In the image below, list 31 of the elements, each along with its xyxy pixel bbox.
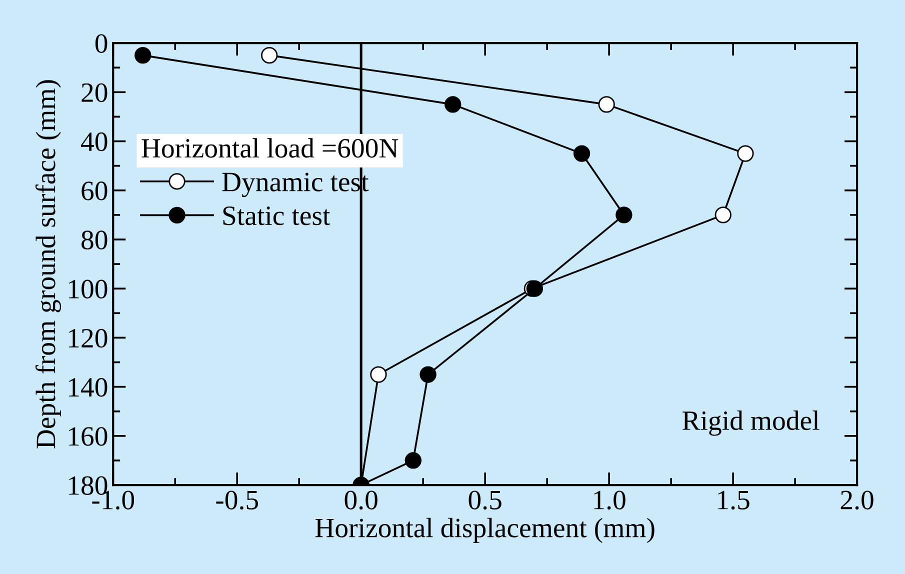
y-tick-label: 140 [69,378,108,397]
legend-label: Static test [223,206,330,226]
y-tick-label: 120 [69,328,108,348]
y-tick-label: 20 [82,83,108,102]
point [444,96,462,113]
point [134,46,152,64]
y-tick-label: 160 [69,427,108,446]
annotation: Rigid model [682,410,820,436]
x-tick-label: 1.5 [718,490,750,510]
point [404,452,422,469]
point [370,366,387,383]
y-tick-label: 100 [69,280,108,299]
point [261,46,278,64]
legend-title: Horizontal load =600N [142,138,398,158]
x-tick-label: 2.0 [840,490,874,510]
y-tick-label: 0 [95,34,108,53]
x-tick-label: 1.0 [594,490,626,510]
y-tick-label: 80 [82,230,108,250]
y-tick-label: 40 [81,132,108,152]
point [714,206,732,224]
point [737,145,754,162]
point [616,206,632,224]
x-axis-title: Horizontal displacement (mm) [315,518,654,544]
point [573,145,590,162]
y-axis-title: Depth from ground surface (mm) [35,80,62,448]
x-tick-label: -0.5 [216,490,258,510]
x-tick-label: 0.5 [468,490,502,510]
point [598,96,615,113]
point [420,366,436,383]
x-tick-label: 0.0 [344,490,378,510]
y-tick-label: 60 [82,182,108,200]
